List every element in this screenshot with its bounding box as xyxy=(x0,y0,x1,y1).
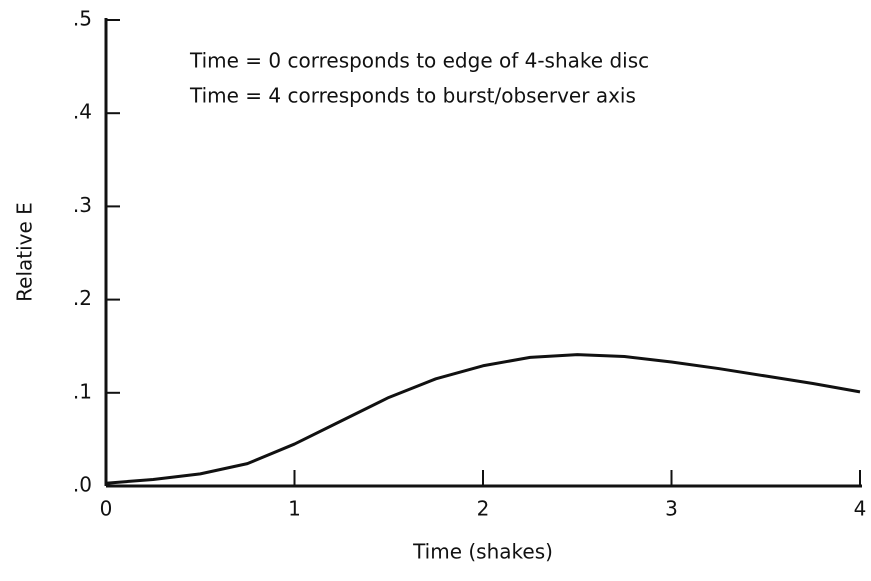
x-axis-label: Time (shakes) xyxy=(412,540,553,564)
x-tick-label: 3 xyxy=(665,497,678,521)
y-tick-label: .5 xyxy=(73,7,92,31)
annotation: Time = 0 corresponds to edge of 4-shake … xyxy=(189,49,649,73)
y-tick-label: .3 xyxy=(73,193,92,217)
x-tick-label: 2 xyxy=(477,497,490,521)
x-tick-label: 1 xyxy=(288,497,301,521)
x-tick-label: 4 xyxy=(854,497,867,521)
annotation: Time = 4 corresponds to burst/observer a… xyxy=(189,84,636,108)
line xyxy=(105,353,861,485)
y-tick-label: .2 xyxy=(73,286,92,310)
y-tick-label: .1 xyxy=(73,379,92,403)
y-axis-label: Relative E xyxy=(13,202,37,302)
y-tick-label: .0 xyxy=(73,473,92,497)
y-tick-label: .4 xyxy=(73,100,92,124)
x-tick-label: 0 xyxy=(100,497,113,521)
